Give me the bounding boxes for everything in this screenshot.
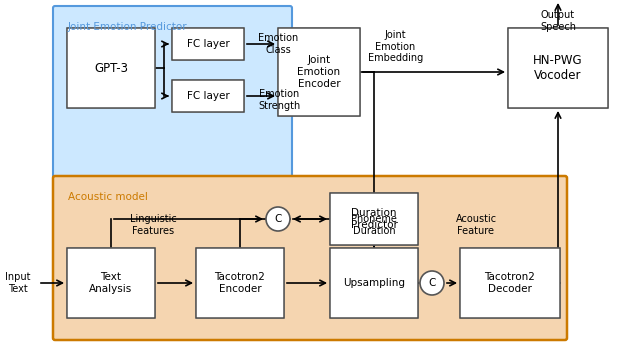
FancyBboxPatch shape <box>67 28 155 108</box>
Circle shape <box>420 271 444 295</box>
Text: Acoustic model: Acoustic model <box>68 192 148 202</box>
FancyBboxPatch shape <box>278 28 360 116</box>
Text: Acoustic
Feature: Acoustic Feature <box>456 214 496 236</box>
Text: Linguistic
Features: Linguistic Features <box>130 214 177 236</box>
Text: FC layer: FC layer <box>187 39 229 49</box>
Text: Emotion
Class: Emotion Class <box>258 33 298 55</box>
FancyBboxPatch shape <box>330 248 418 318</box>
Text: Joint
Emotion
Embedding: Joint Emotion Embedding <box>368 30 423 63</box>
FancyBboxPatch shape <box>460 248 560 318</box>
Text: Tacotron2
Decoder: Tacotron2 Decoder <box>485 272 535 294</box>
FancyBboxPatch shape <box>172 28 244 60</box>
FancyBboxPatch shape <box>172 80 244 112</box>
Circle shape <box>266 207 290 231</box>
Text: Input
Text: Input Text <box>5 272 31 294</box>
Text: Emotion
Strength: Emotion Strength <box>258 89 300 111</box>
FancyBboxPatch shape <box>53 6 292 178</box>
Text: Duration
Predictor: Duration Predictor <box>351 208 398 230</box>
Text: Output
Speech: Output Speech <box>540 10 576 32</box>
Text: GPT-3: GPT-3 <box>94 62 128 75</box>
Text: FC layer: FC layer <box>187 91 229 101</box>
Text: Upsampling: Upsampling <box>343 278 405 288</box>
Text: Text
Analysis: Text Analysis <box>90 272 133 294</box>
Text: Joint Emotion Predictor: Joint Emotion Predictor <box>68 22 188 32</box>
FancyBboxPatch shape <box>330 193 418 245</box>
Text: Phoneme
Duration: Phoneme Duration <box>351 214 397 236</box>
FancyBboxPatch shape <box>508 28 608 108</box>
FancyBboxPatch shape <box>196 248 284 318</box>
Text: HN-PWG
Vocoder: HN-PWG Vocoder <box>533 54 583 82</box>
Text: C: C <box>428 278 436 288</box>
FancyBboxPatch shape <box>67 248 155 318</box>
Text: C: C <box>274 214 282 224</box>
Text: Joint
Emotion
Encoder: Joint Emotion Encoder <box>297 55 341 89</box>
Text: Tacotron2
Encoder: Tacotron2 Encoder <box>215 272 265 294</box>
FancyBboxPatch shape <box>53 176 567 340</box>
